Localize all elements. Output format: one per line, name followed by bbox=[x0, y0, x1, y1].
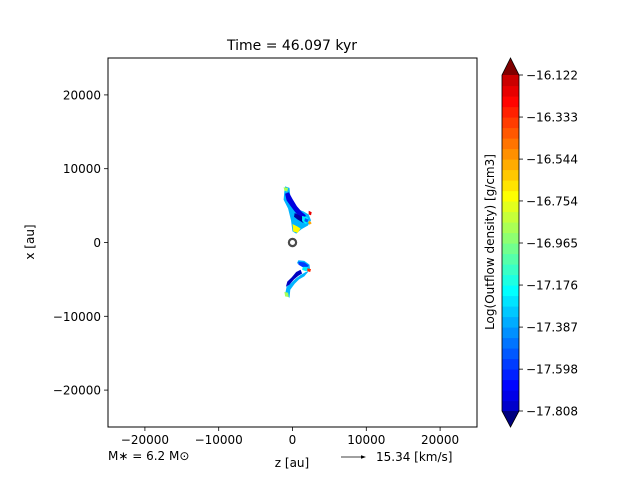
colorbar-label: Log(Outflow density) [g/cm3] bbox=[483, 154, 497, 330]
colorbar-band bbox=[502, 285, 519, 297]
colorbar-tick-label: −16.965 bbox=[526, 237, 578, 251]
colorbar-band bbox=[502, 117, 519, 129]
colorbar-ticks: −16.122 −16.333 −16.544 −16.754 −16.965 −17.1… bbox=[519, 69, 578, 419]
colorbar-band bbox=[502, 243, 519, 255]
outflow-lobe-lower bbox=[284, 260, 311, 298]
velocity-key-arrow bbox=[341, 455, 366, 459]
colorbar-tick-label: −17.176 bbox=[526, 279, 578, 293]
density-patch bbox=[285, 192, 306, 219]
colorbar-extend-max bbox=[502, 58, 519, 75]
x-tick-label: 0 bbox=[289, 433, 297, 447]
colorbar-band bbox=[502, 327, 519, 339]
y-tick-label: 0 bbox=[93, 236, 101, 250]
x-tick-label: 10000 bbox=[347, 433, 385, 447]
colorbar-band bbox=[502, 180, 519, 192]
colorbar-extend-min bbox=[502, 411, 519, 427]
star-marker bbox=[287, 237, 298, 248]
x-axis-label: z [au] bbox=[275, 456, 309, 470]
density-patch bbox=[298, 261, 309, 269]
colorbar-band bbox=[502, 348, 519, 360]
colorbar-band bbox=[502, 85, 519, 97]
colorbar-band bbox=[502, 274, 519, 286]
colorbar-band bbox=[502, 232, 519, 244]
colorbar-tick-label: −17.598 bbox=[526, 363, 578, 377]
chart-title: Time = 46.097 kyr bbox=[226, 38, 357, 54]
outflow-lobe-upper bbox=[283, 186, 312, 234]
colorbar-band bbox=[502, 169, 519, 181]
colorbar-tick-label: −16.122 bbox=[526, 69, 578, 83]
colorbar-band bbox=[502, 264, 519, 276]
colorbar-band bbox=[502, 295, 519, 307]
x-axis-ticks: −20000 −10000 0 10000 20000 bbox=[121, 427, 459, 447]
colorbar-band bbox=[502, 148, 519, 160]
y-axis-ticks: 20000 10000 0 −10000 −20000 bbox=[53, 88, 108, 398]
density-patch bbox=[308, 210, 312, 216]
y-axis-label: x [au] bbox=[23, 224, 37, 259]
x-tick-label: 20000 bbox=[421, 433, 459, 447]
density-patch bbox=[304, 218, 309, 223]
colorbar-band bbox=[502, 306, 519, 318]
y-tick-label: 20000 bbox=[63, 88, 101, 102]
colorbar-band bbox=[502, 390, 519, 402]
colorbar bbox=[501, 57, 520, 428]
colorbar-band bbox=[502, 316, 519, 328]
colorbar-tick-label: −17.387 bbox=[526, 321, 578, 335]
x-tick-label: −20000 bbox=[121, 433, 169, 447]
density-patch bbox=[292, 224, 301, 233]
colorbar-band bbox=[502, 127, 519, 139]
colorbar-band bbox=[502, 358, 519, 370]
colorbar-band bbox=[502, 201, 519, 213]
colorbar-band bbox=[502, 379, 519, 391]
y-tick-label: 10000 bbox=[63, 162, 101, 176]
colorbar-band bbox=[502, 253, 519, 265]
colorbar-tick-label: −16.333 bbox=[526, 111, 578, 125]
colorbar-band bbox=[502, 106, 519, 118]
density-patch bbox=[285, 269, 303, 287]
y-tick-label: −20000 bbox=[53, 384, 101, 398]
outflow-contours bbox=[283, 186, 312, 298]
colorbar-band bbox=[502, 75, 519, 87]
density-patch bbox=[284, 291, 289, 298]
y-tick-label: −10000 bbox=[53, 310, 101, 324]
colorbar-band bbox=[502, 96, 519, 108]
colorbar-band bbox=[502, 337, 519, 349]
velocity-key-label: 15.34 [km/s] bbox=[376, 450, 452, 464]
x-tick-label: −10000 bbox=[195, 433, 243, 447]
plot-area bbox=[108, 58, 477, 427]
lobe-base bbox=[285, 260, 311, 298]
mass-label: M∗ = 6.2 M⊙ bbox=[108, 449, 189, 463]
colorbar-band bbox=[502, 159, 519, 171]
colorbar-band bbox=[502, 222, 519, 234]
colorbar-band bbox=[502, 138, 519, 150]
colorbar-band bbox=[502, 211, 519, 223]
colorbar-tick-label: −16.754 bbox=[526, 194, 578, 208]
density-patch bbox=[283, 187, 289, 192]
colorbar-tick-label: −17.808 bbox=[526, 405, 578, 419]
colorbar-band bbox=[502, 369, 519, 381]
colorbar-band bbox=[502, 400, 519, 412]
density-patch bbox=[307, 268, 311, 272]
colorbar-tick-label: −16.544 bbox=[526, 153, 578, 167]
density-patch bbox=[308, 220, 312, 225]
colorbar-band bbox=[502, 190, 519, 202]
